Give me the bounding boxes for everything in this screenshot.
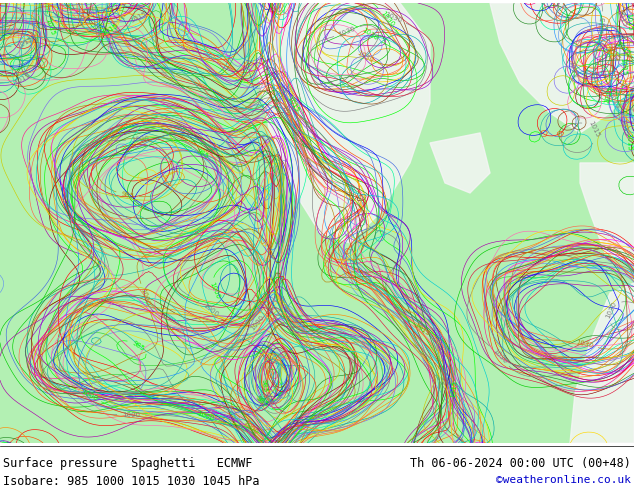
- Polygon shape: [580, 163, 634, 263]
- Text: 1000: 1000: [196, 410, 215, 422]
- Text: 1015: 1015: [16, 36, 34, 50]
- Text: 1015: 1015: [604, 85, 614, 104]
- Text: 1000: 1000: [202, 302, 219, 318]
- Text: 1030: 1030: [575, 340, 594, 349]
- Text: 1015: 1015: [615, 9, 628, 28]
- Text: 985: 985: [255, 395, 269, 408]
- Text: 1015: 1015: [101, 22, 119, 36]
- Text: 1015: 1015: [13, 72, 32, 86]
- Text: Isobare: 985 1000 1015 1030 1045 hPa: Isobare: 985 1000 1015 1030 1045 hPa: [3, 475, 259, 488]
- Text: 1015: 1015: [605, 45, 621, 62]
- Text: 985: 985: [262, 392, 273, 406]
- Text: 1030: 1030: [384, 11, 403, 24]
- Text: 1030: 1030: [338, 25, 356, 38]
- Text: 1030: 1030: [361, 27, 379, 42]
- Polygon shape: [258, 3, 430, 243]
- Text: 1000: 1000: [79, 389, 98, 402]
- Text: 1015: 1015: [626, 133, 632, 151]
- Text: 1015: 1015: [44, 18, 55, 37]
- Text: 985: 985: [254, 394, 266, 409]
- Polygon shape: [490, 3, 634, 133]
- Polygon shape: [0, 3, 634, 443]
- Text: 1015: 1015: [129, 10, 148, 24]
- Text: 1015: 1015: [567, 60, 577, 79]
- Text: 1015: 1015: [280, 104, 292, 123]
- Text: 1015: 1015: [598, 16, 606, 34]
- Text: 1000: 1000: [139, 288, 151, 306]
- Polygon shape: [0, 446, 634, 490]
- Polygon shape: [570, 283, 634, 443]
- Text: 1030: 1030: [604, 300, 618, 319]
- Text: 1015: 1015: [606, 92, 620, 110]
- Text: 1030: 1030: [491, 347, 508, 365]
- Text: 1015: 1015: [413, 322, 430, 337]
- Text: 1015: 1015: [619, 57, 627, 75]
- Text: 1015: 1015: [450, 380, 458, 398]
- Text: 1015: 1015: [438, 367, 446, 386]
- Text: 985: 985: [195, 147, 209, 160]
- Text: 1000: 1000: [209, 282, 221, 300]
- Text: 985: 985: [261, 379, 268, 393]
- Text: ©weatheronline.co.uk: ©weatheronline.co.uk: [496, 475, 631, 485]
- Text: 1015: 1015: [615, 41, 632, 58]
- Text: 1015: 1015: [285, 95, 300, 113]
- Text: 1030: 1030: [379, 10, 395, 28]
- Text: 1015: 1015: [587, 120, 600, 139]
- Text: Surface pressure  Spaghetti   ECMWF: Surface pressure Spaghetti ECMWF: [3, 457, 252, 470]
- Text: 1000: 1000: [242, 419, 259, 435]
- Text: 1000: 1000: [122, 412, 140, 418]
- Text: 1000: 1000: [131, 135, 149, 143]
- Text: 1015: 1015: [625, 13, 632, 31]
- Text: 1015: 1015: [619, 118, 628, 137]
- Text: Th 06-06-2024 00:00 UTC (00+48): Th 06-06-2024 00:00 UTC (00+48): [410, 457, 631, 470]
- Polygon shape: [430, 133, 490, 193]
- Text: 985: 985: [120, 191, 134, 199]
- Text: 1030: 1030: [356, 49, 374, 64]
- Text: 985: 985: [131, 340, 145, 352]
- Text: 1000: 1000: [250, 314, 266, 332]
